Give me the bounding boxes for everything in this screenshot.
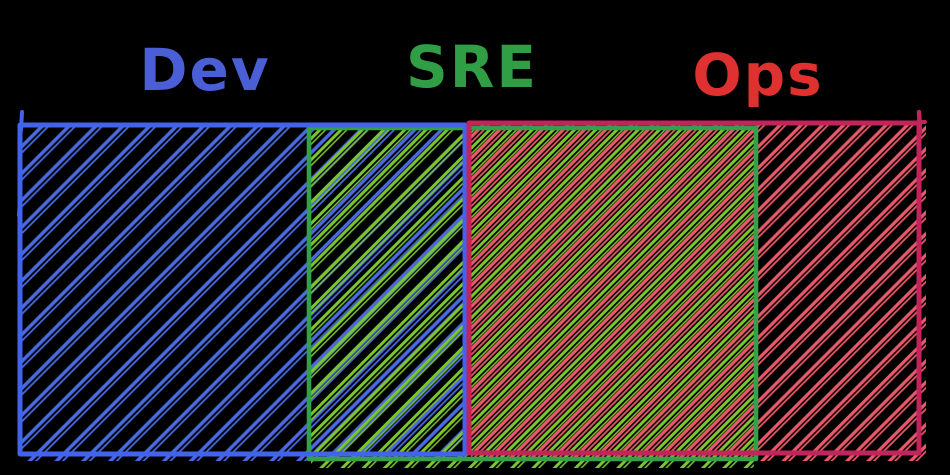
- ops-hatch-fill: [471, 125, 926, 461]
- dev-edge-retrace: [17, 198, 22, 217]
- dev-corner-overshoot-top-left: [19, 110, 24, 132]
- sre-label: SRE: [406, 33, 538, 101]
- ops-rectangle: [466, 120, 922, 456]
- dev-label: Dev: [139, 36, 270, 104]
- sre-rectangle: [306, 125, 759, 462]
- ops-label: Ops: [692, 41, 823, 109]
- ops-corner-overshoot-top: [903, 120, 927, 125]
- dev-rectangle: [17, 122, 468, 457]
